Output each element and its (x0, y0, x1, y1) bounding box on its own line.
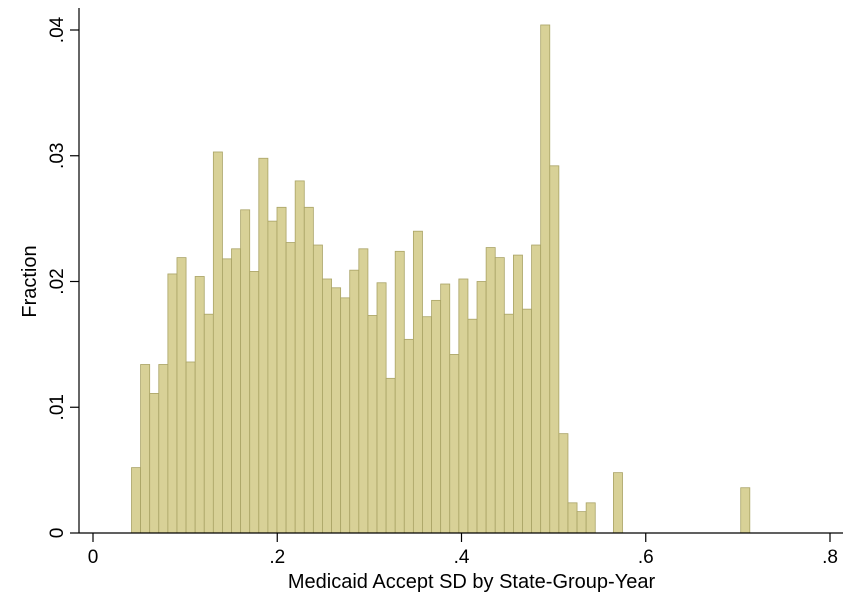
histogram-bar (412, 230, 423, 534)
histogram-bar (249, 271, 260, 534)
histogram-bar (585, 502, 596, 534)
histogram-bar (531, 244, 542, 534)
histogram-bar (158, 364, 169, 534)
y-axis-title: Fraction (19, 245, 41, 317)
histogram-bar (376, 282, 387, 534)
histogram-bar (303, 206, 314, 534)
histogram-bar (458, 278, 469, 534)
histogram-bar (258, 157, 269, 534)
histogram-bar (294, 180, 305, 534)
x-tick-label: 0 (88, 547, 99, 568)
histogram-bar (340, 297, 351, 534)
histogram-bar (394, 250, 405, 534)
histogram-bar (358, 248, 369, 534)
histogram-bar (476, 281, 487, 534)
histogram-bar (167, 273, 178, 534)
histogram-bar (449, 354, 460, 534)
histogram-bar (467, 318, 478, 534)
histogram-bar (576, 511, 587, 534)
y-tick-label: .02 (47, 268, 68, 294)
histogram-bar (422, 316, 432, 534)
x-tick-label: .6 (638, 547, 654, 568)
y-axis-ticks: 0 .01 .02 .03 .04 (47, 16, 79, 538)
histogram-bar (613, 472, 623, 534)
histogram-bar (203, 313, 214, 534)
y-tick-label: .03 (47, 143, 68, 169)
histogram-bar (322, 278, 332, 534)
histogram-bar (185, 361, 196, 534)
histogram-bar (440, 283, 451, 534)
histogram-bar (740, 487, 751, 534)
x-axis-title: Medicaid Accept SD by State-Group-Year (288, 571, 656, 593)
histogram-bar (285, 242, 296, 534)
bars-group (131, 24, 751, 534)
histogram-bar (494, 257, 505, 534)
histogram-bar (558, 433, 569, 534)
histogram-bar (240, 209, 251, 534)
histogram-bar (485, 247, 496, 534)
histogram-bar (403, 338, 414, 534)
histogram-bar (194, 276, 205, 534)
histogram-bar (549, 165, 560, 534)
histogram-bar (513, 254, 523, 534)
histogram-bar (231, 248, 242, 534)
histogram-bar (276, 206, 287, 534)
y-tick-label: .01 (47, 394, 68, 420)
histogram-bar (331, 287, 342, 534)
histogram-bar (212, 151, 223, 534)
histogram-bar (503, 313, 514, 534)
histogram-bar (222, 258, 232, 534)
histogram-bar (176, 257, 187, 534)
histogram-bar (349, 269, 360, 534)
histogram-bar (385, 377, 396, 534)
histogram-bar (267, 220, 278, 534)
histogram-bar (431, 299, 442, 534)
y-tick-label: 0 (47, 528, 68, 539)
histogram-bar (131, 467, 141, 534)
y-tick-label: .04 (47, 16, 68, 43)
x-tick-label: .4 (454, 547, 470, 568)
histogram-bar (149, 393, 160, 534)
x-tick-label: .2 (269, 547, 285, 568)
histogram-bar (522, 308, 532, 534)
histogram-bar (312, 244, 323, 534)
histogram-bar (567, 502, 578, 534)
x-axis-ticks: 0 .2 .4 .6 .8 (88, 533, 838, 568)
histogram-bar (540, 24, 551, 534)
x-tick-label: .8 (822, 547, 838, 568)
histogram-bar (367, 315, 378, 534)
histogram-bar (140, 364, 151, 534)
